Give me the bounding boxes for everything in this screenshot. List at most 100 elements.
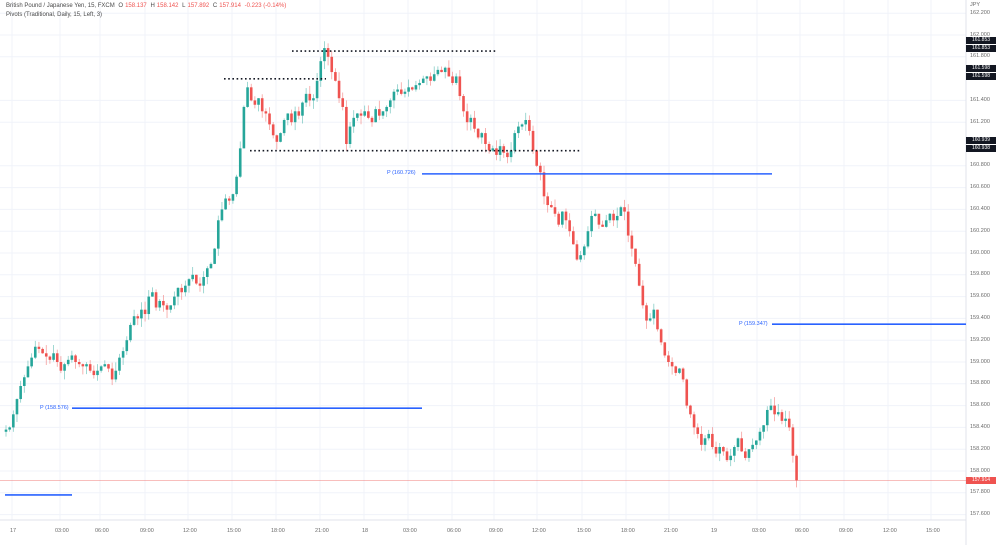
candle[interactable] [136, 313, 140, 326]
candle[interactable] [290, 109, 293, 126]
candle[interactable] [480, 131, 484, 144]
candle[interactable] [447, 60, 451, 77]
candle[interactable] [195, 274, 198, 285]
candle[interactable] [473, 110, 476, 133]
candle[interactable] [282, 118, 286, 136]
candle[interactable] [59, 356, 63, 374]
candle[interactable] [389, 98, 392, 114]
candle[interactable] [81, 363, 85, 375]
candle[interactable] [326, 43, 330, 66]
candle[interactable] [495, 140, 498, 161]
candle[interactable] [535, 149, 538, 168]
candle[interactable] [524, 112, 528, 131]
candle[interactable] [407, 79, 410, 97]
candle[interactable] [765, 406, 769, 432]
candle[interactable] [795, 454, 798, 488]
candle[interactable] [143, 301, 147, 322]
candle[interactable] [345, 100, 348, 151]
candle[interactable] [125, 336, 129, 355]
candle[interactable] [491, 145, 495, 152]
candle[interactable] [520, 123, 524, 130]
candle[interactable] [304, 88, 308, 107]
candle[interactable] [4, 425, 8, 437]
candle[interactable] [465, 103, 469, 131]
candle[interactable] [44, 345, 48, 366]
candle[interactable] [246, 81, 249, 108]
candle[interactable] [341, 92, 345, 111]
candle[interactable] [297, 106, 301, 120]
candle[interactable] [780, 409, 784, 425]
candle[interactable] [641, 280, 645, 309]
candle[interactable] [107, 363, 110, 373]
candle[interactable] [421, 75, 425, 84]
candle[interactable] [23, 374, 26, 393]
candle[interactable] [293, 106, 297, 131]
candle[interactable] [312, 94, 315, 109]
candle[interactable] [670, 357, 674, 375]
candle[interactable] [656, 309, 659, 332]
candle[interactable] [337, 72, 341, 104]
candle[interactable] [582, 244, 586, 260]
candle[interactable] [432, 66, 436, 82]
candle[interactable] [55, 349, 59, 367]
candle[interactable] [744, 447, 747, 461]
candle[interactable] [736, 437, 740, 451]
candle[interactable] [19, 380, 22, 403]
candle[interactable] [238, 141, 242, 178]
candle[interactable] [396, 84, 399, 96]
candle[interactable] [773, 397, 776, 422]
candle[interactable] [685, 378, 689, 409]
candle[interactable] [689, 404, 692, 418]
candle[interactable] [403, 88, 407, 98]
candle[interactable] [725, 447, 729, 463]
candle[interactable] [279, 132, 282, 143]
candle[interactable] [187, 278, 191, 293]
candle[interactable] [359, 109, 363, 125]
candle[interactable] [711, 427, 714, 450]
candle[interactable] [257, 98, 260, 112]
symbol-title[interactable]: British Pound / Japanese Yen, 15, FXCM [6, 3, 115, 9]
candle[interactable] [484, 127, 487, 153]
candle[interactable] [550, 201, 553, 208]
candle[interactable] [370, 116, 374, 127]
candle[interactable] [15, 398, 19, 422]
candle[interactable] [132, 309, 136, 327]
candle[interactable] [634, 248, 637, 267]
candle[interactable] [645, 302, 648, 329]
candle[interactable] [630, 230, 634, 257]
candle[interactable] [429, 72, 432, 86]
candle[interactable] [227, 196, 231, 205]
candle[interactable] [604, 214, 608, 228]
candle[interactable] [249, 83, 253, 102]
candle[interactable] [308, 85, 312, 107]
candle[interactable] [99, 365, 103, 373]
candle[interactable] [158, 299, 162, 311]
candle[interactable] [557, 211, 560, 227]
candle[interactable] [648, 313, 652, 322]
candle[interactable] [553, 199, 557, 217]
candle[interactable] [733, 445, 736, 463]
candle[interactable] [425, 75, 429, 86]
candle[interactable] [48, 355, 52, 364]
candle[interactable] [637, 258, 641, 287]
candle[interactable] [253, 96, 257, 109]
candle[interactable] [462, 94, 465, 117]
candle[interactable] [392, 89, 396, 109]
candle[interactable] [202, 271, 205, 294]
candle[interactable] [220, 202, 224, 222]
candle[interactable] [476, 127, 480, 140]
candle[interactable] [209, 262, 213, 269]
candle[interactable] [224, 194, 227, 210]
candle[interactable] [151, 287, 154, 297]
candle[interactable] [63, 362, 66, 380]
candle[interactable] [776, 404, 780, 417]
candle[interactable] [714, 441, 718, 458]
candle[interactable] [692, 411, 696, 435]
candle[interactable] [330, 51, 334, 80]
candle[interactable] [440, 66, 443, 73]
candle[interactable] [323, 41, 326, 70]
candle[interactable] [572, 226, 575, 245]
candle[interactable] [700, 426, 703, 451]
candle[interactable] [681, 367, 685, 383]
